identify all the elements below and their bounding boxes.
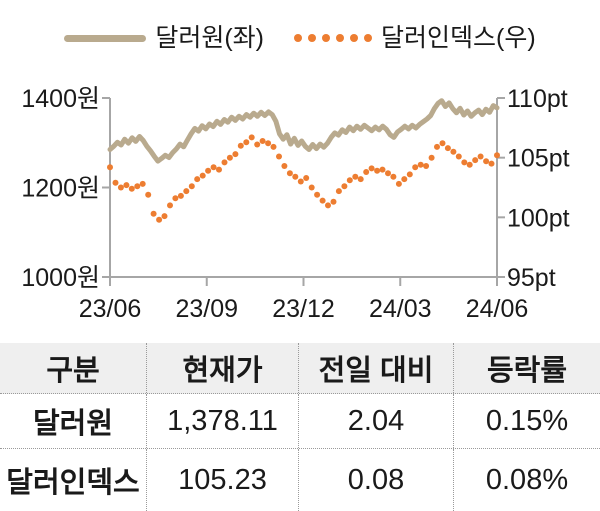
header-current-price: 현재가 [147, 343, 299, 393]
row-label-usd-krw: 달러원 [0, 394, 147, 448]
x-axis-label: 23/06 [79, 295, 142, 323]
x-axis-label: 24/06 [466, 295, 529, 323]
x-axis-label: 23/09 [175, 295, 238, 323]
header-day-change: 전일 대비 [299, 343, 454, 393]
usd-krw-line [107, 98, 500, 164]
x-axis-label: 23/12 [272, 295, 335, 323]
header-change-rate: 등락률 [486, 355, 568, 387]
quote-table: 구분 현재가 전일 대비 등락률 달러원 1,378.11 2.04 0.15%… [0, 343, 600, 511]
right-axis-label: 105pt [507, 145, 570, 173]
x-axis-label: 24/03 [369, 295, 432, 323]
legend-label-dollar-index: 달러인덱스(우) [381, 23, 536, 52]
table-row-usd-krw: 달러원 1,378.11 2.04 0.15% [0, 394, 600, 449]
left-axis-label: 1200원 [21, 175, 100, 203]
usd-krw-change-rate: 0.15% [485, 404, 569, 437]
dollar-index-change-rate: 0.08% [485, 463, 569, 496]
price-chart: 1400원 1200원 1000원 110pt 105pt 100pt 95pt 23/06 2… [21, 85, 570, 323]
dots-swatch-icon [294, 34, 372, 42]
dollar-index-current-price: 105.23 [147, 449, 299, 511]
usd-krw-current-price: 1,378.11 [147, 394, 299, 448]
header-category: 구분 [0, 343, 147, 393]
right-axis-label: 110pt [507, 85, 568, 113]
chart-axes [109, 98, 498, 278]
line-swatch-icon [64, 34, 147, 42]
legend-label-usd-krw: 달러원(좌) [155, 23, 264, 52]
right-axis-label: 95pt [507, 264, 556, 292]
row-label-dollar-index: 달러인덱스 [0, 449, 147, 511]
table-row-dollar-index: 달러인덱스 105.23 0.08 0.08% [0, 449, 600, 511]
right-axis-label: 100pt [507, 204, 570, 232]
usd-krw-day-change: 2.04 [299, 394, 454, 448]
dollar-index-day-change: 0.08 [299, 449, 454, 511]
dollar-index-dots [107, 134, 500, 223]
table-header-row: 구분 현재가 전일 대비 등락률 [0, 343, 600, 394]
chart-legend: 달러원(좌) 달러인덱스(우) [0, 22, 600, 54]
legend-item-dollar-index: 달러인덱스(우) [294, 23, 536, 52]
left-axis-label: 1000원 [21, 264, 100, 292]
left-axis-label: 1400원 [21, 85, 100, 113]
legend-item-usd-krw: 달러원(좌) [64, 23, 264, 52]
